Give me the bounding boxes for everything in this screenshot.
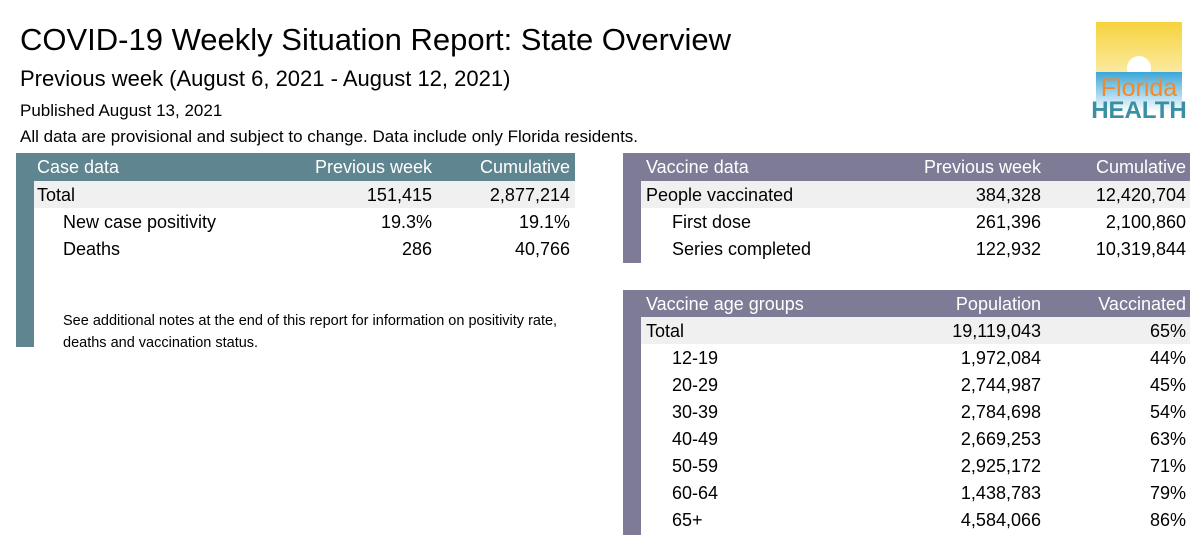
table-row: Deaths 286 40,766 — [34, 235, 575, 262]
row-label: 40-49 — [672, 429, 719, 449]
cell: 63% — [1149, 429, 1186, 449]
cell: 151,415 — [366, 185, 432, 205]
row-label: New case positivity — [63, 212, 217, 232]
cell: 1,438,783 — [960, 483, 1041, 503]
row-label: 12-19 — [672, 348, 719, 368]
table-row: Series completed 122,932 10,319,844 — [641, 235, 1190, 262]
cell: 2,744,987 — [960, 375, 1041, 395]
table-row: Total 19,119,043 65% — [641, 317, 1190, 344]
col-header: Population — [955, 294, 1041, 314]
col-header: Vaccine age groups — [646, 294, 804, 314]
cell: 44% — [1149, 348, 1186, 368]
table-row: 40-49 2,669,253 63% — [641, 425, 1190, 452]
cell: 261,396 — [975, 212, 1041, 232]
cell: 19.3% — [380, 212, 432, 232]
table-row: People vaccinated 384,328 12,420,704 — [641, 181, 1190, 208]
cell: 122,932 — [975, 239, 1041, 259]
cell: 79% — [1149, 483, 1186, 503]
col-header: Previous week — [314, 157, 432, 177]
table-row: First dose 261,396 2,100,860 — [641, 208, 1190, 235]
table-row: 30-39 2,784,698 54% — [641, 398, 1190, 425]
table-accent-bar — [16, 153, 34, 347]
vaccine-data-table: Vaccine data Previous week Cumulative Pe… — [623, 153, 1190, 263]
cell: 286 — [401, 239, 432, 259]
table-row: Total 151,415 2,877,214 — [34, 181, 575, 208]
row-label: Total — [646, 321, 685, 341]
notes-text: See additional notes at the end of this … — [63, 313, 558, 351]
table-row: 20-29 2,744,987 45% — [641, 371, 1190, 398]
cell: 2,925,172 — [960, 456, 1041, 476]
col-header: Vaccinated — [1098, 294, 1186, 314]
cell: 2,784,698 — [960, 402, 1041, 422]
table-row: 12-19 1,972,084 44% — [641, 344, 1190, 371]
cell: 19,119,043 — [952, 321, 1041, 341]
table-row: New case positivity 19.3% 19.1% — [34, 208, 575, 235]
case-data-table: Case data Previous week Cumulative Total… — [16, 153, 575, 351]
table-header: Case data Previous week Cumulative — [16, 153, 575, 181]
cell: 10,319,844 — [1095, 239, 1186, 259]
florida-health-logo: Florida HEALTH — [1088, 18, 1190, 124]
cell: 45% — [1149, 375, 1186, 395]
row-label: 20-29 — [672, 375, 719, 395]
cell: 2,669,253 — [960, 429, 1041, 449]
table-row: 65+ 4,584,066 86% — [641, 506, 1190, 533]
disclaimer: All data are provisional and subject to … — [20, 127, 639, 146]
cell: 1,972,084 — [960, 348, 1041, 368]
cell: 12,420,704 — [1095, 185, 1186, 205]
col-header: Vaccine data — [646, 157, 749, 177]
row-label: 50-59 — [672, 456, 719, 476]
cell: 86% — [1149, 510, 1186, 530]
cell: 2,100,860 — [1105, 212, 1186, 232]
col-header: Previous week — [923, 157, 1041, 177]
table-row: 60-64 1,438,783 79% — [641, 479, 1190, 506]
cell: 19.1% — [518, 212, 570, 232]
cell: 384,328 — [975, 185, 1041, 205]
published-date: Published August 13, 2021 — [20, 101, 223, 120]
col-header: Cumulative — [479, 157, 570, 177]
row-label: People vaccinated — [646, 185, 794, 205]
table-header: Vaccine age groups Population Vaccinated — [623, 290, 1190, 318]
col-header: Cumulative — [1095, 157, 1186, 177]
row-label: Series completed — [672, 239, 812, 259]
row-label: Total — [37, 185, 76, 205]
cell: 54% — [1149, 402, 1186, 422]
table-row: 50-59 2,925,172 71% — [641, 452, 1190, 479]
page-title: COVID-19 Weekly Situation Report: State … — [20, 22, 731, 57]
cell: 71% — [1149, 456, 1186, 476]
vaccine-age-groups-table: Vaccine age groups Population Vaccinated… — [623, 290, 1190, 535]
col-header: Case data — [37, 157, 120, 177]
cell: 40,766 — [514, 239, 570, 259]
svg-text:HEALTH: HEALTH — [1091, 97, 1187, 120]
table-header: Vaccine data Previous week Cumulative — [623, 153, 1190, 181]
cell: 65% — [1149, 321, 1186, 341]
svg-text:Florida: Florida — [1101, 74, 1178, 102]
cell: 4,584,066 — [960, 510, 1041, 530]
row-label: 60-64 — [672, 483, 719, 503]
row-label: Deaths — [63, 239, 121, 259]
report-period: Previous week (August 6, 2021 - August 1… — [20, 66, 511, 91]
table-accent-bar — [623, 290, 641, 535]
cell: 2,877,214 — [489, 185, 570, 205]
row-label: First dose — [672, 212, 752, 232]
row-label: 30-39 — [672, 402, 719, 422]
row-label: 65+ — [672, 510, 703, 530]
